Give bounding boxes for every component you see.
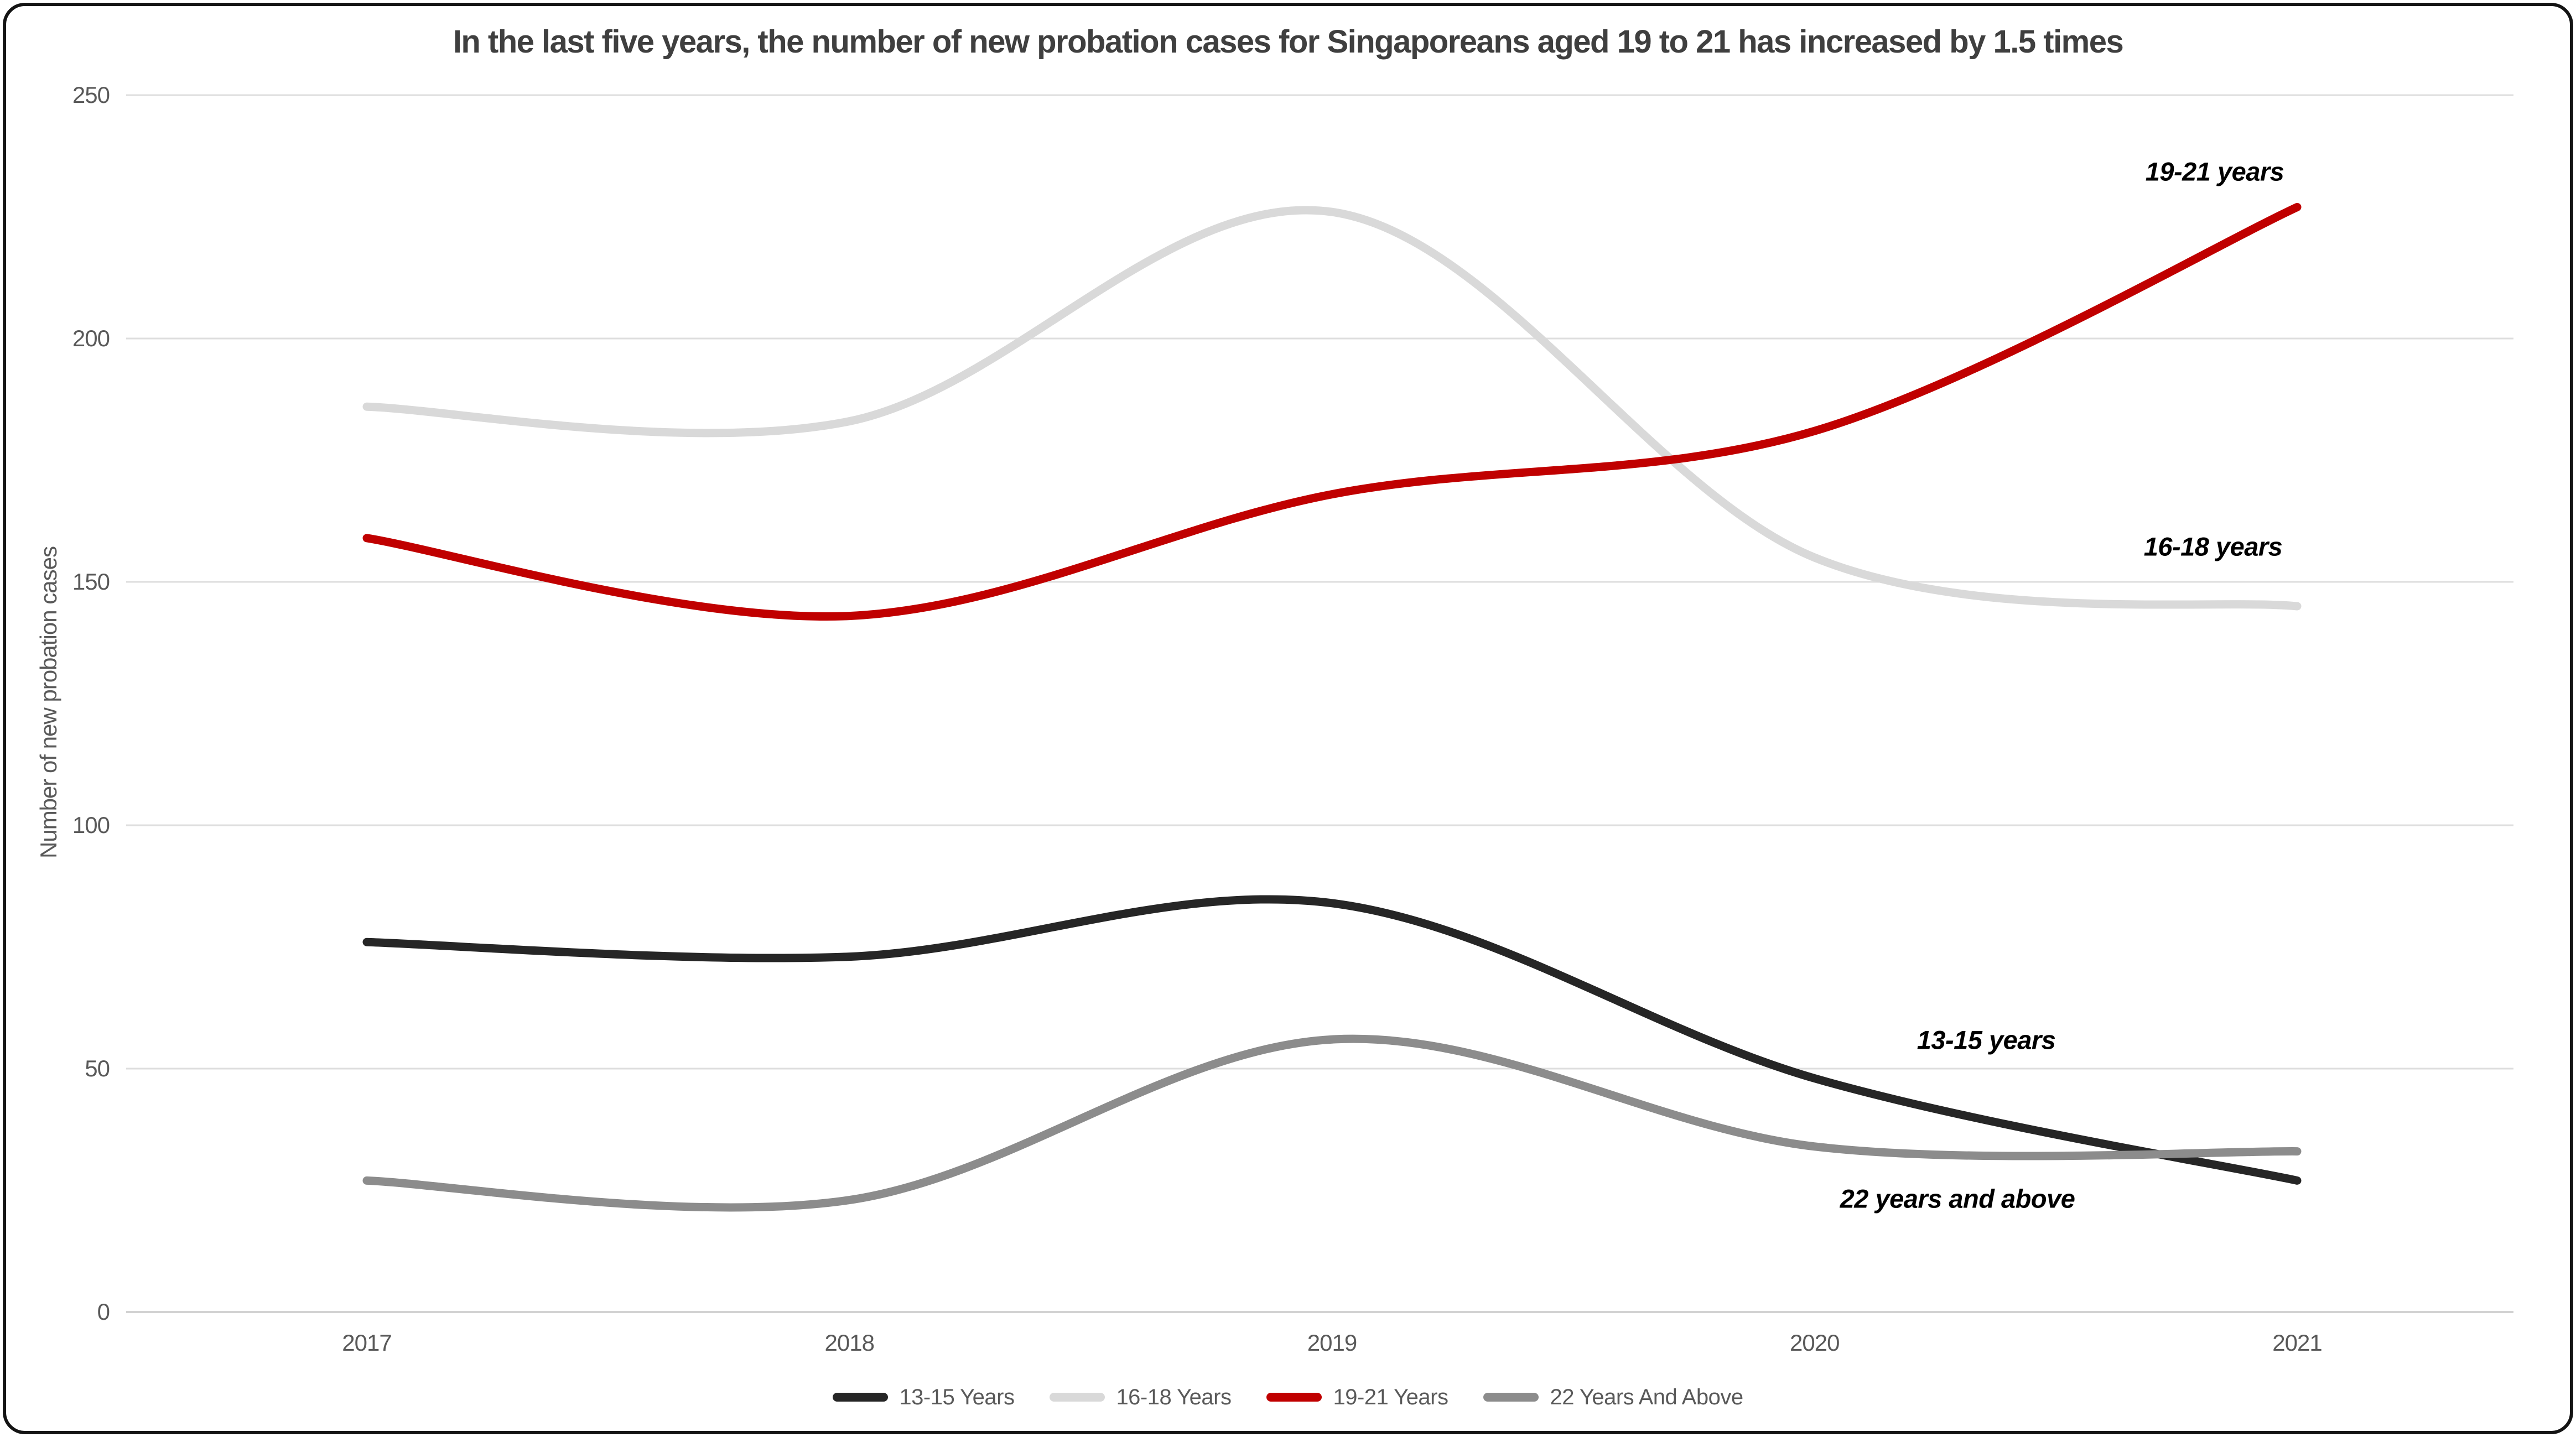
- legend-label: 13-15 Years: [899, 1384, 1015, 1409]
- legend-label: 19-21 Years: [1333, 1384, 1448, 1409]
- legend-item: 13-15 Years: [833, 1384, 1015, 1410]
- x-tick-label: 2020: [1790, 1330, 1840, 1356]
- x-tick-label: 2019: [1307, 1330, 1357, 1356]
- chart-legend: 13-15 Years 16-18 Years 19-21 Years 22 Year…: [0, 1381, 2576, 1414]
- legend-item: 19-21 Years: [1266, 1385, 1448, 1410]
- series-line-13-15-years: [362, 895, 2302, 1185]
- legend-swatch-icon: [1483, 1393, 1539, 1402]
- legend-item: 22 Years And Above: [1483, 1385, 1743, 1410]
- x-tick-label: 2021: [2272, 1330, 2322, 1356]
- legend-swatch-icon: [1266, 1393, 1322, 1402]
- y-tick-label: 100: [72, 812, 110, 838]
- y-tick-label: 0: [97, 1299, 110, 1325]
- x-tick-label: 2018: [824, 1330, 875, 1356]
- legend-label: 22 Years And Above: [1550, 1384, 1743, 1409]
- series-annotation: 16-18 years: [2143, 532, 2283, 561]
- chart-title: In the last five years, the number of ne…: [453, 24, 2124, 60]
- y-tick-label: 150: [72, 569, 110, 595]
- series-line-19-21-years: [362, 202, 2302, 621]
- y-tick-label: 200: [72, 325, 110, 351]
- y-tick-label: 50: [85, 1055, 110, 1081]
- legend-swatch-icon: [1050, 1393, 1105, 1402]
- legend-item: 16-18 Years: [1050, 1384, 1232, 1410]
- series-annotation: 13-15 years: [1917, 1025, 2056, 1055]
- x-tick-label: 2017: [342, 1330, 392, 1356]
- series-annotation: 22 years and above: [1840, 1184, 2075, 1214]
- y-tick-label: 250: [72, 82, 110, 108]
- series-line-22-years-and-above: [362, 1034, 2302, 1212]
- series-line-16-18-years: [362, 206, 2302, 611]
- legend-label: 16-18 Years: [1116, 1384, 1232, 1409]
- legend-swatch-icon: [833, 1393, 889, 1402]
- series-annotation: 19-21 years: [2145, 157, 2284, 186]
